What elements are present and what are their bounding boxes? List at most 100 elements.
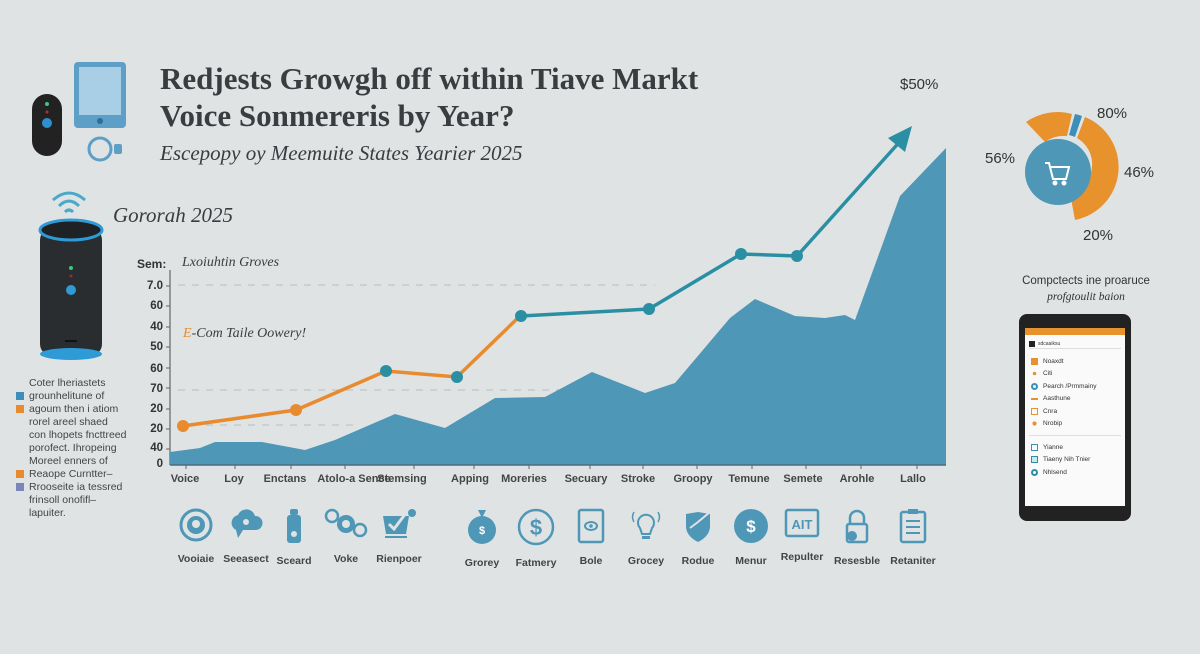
x-tick: Secuary (564, 473, 608, 485)
legend-row: porofect. Ihropeing (16, 442, 134, 455)
phone-caption-line-1: Compctects ine proaruce (1022, 275, 1150, 287)
clipboard-icon (899, 509, 927, 544)
phone-menu-item[interactable]: Nrobip (1025, 418, 1125, 431)
icon-item: Voke (316, 508, 376, 565)
menu-item-label: Noaxdt (1043, 357, 1064, 365)
market-area-series (170, 148, 946, 465)
legend-row: rorel areel shaed (16, 416, 134, 429)
legend-swatch-blue (16, 392, 24, 400)
gears-icon (324, 508, 368, 538)
phone-menu-item[interactable]: Citi (1025, 368, 1125, 381)
wifi-icon (52, 191, 86, 214)
x-tick: Stemsing (377, 473, 427, 485)
annotation-prefix: E (183, 326, 192, 341)
legend-text: agoum then i atiom (29, 403, 119, 415)
icon-label: Retaniter (890, 555, 936, 567)
phone-menu-item[interactable]: Tiaeny Nih Tnier (1025, 454, 1125, 467)
x-tick: Semete (783, 473, 823, 485)
phone-menu-item[interactable]: Aasthune (1025, 393, 1125, 406)
phone-screen: sdcaaiksu Noaxdt Citi Pearch /Prmmainy A… (1025, 328, 1125, 506)
legend-text: con lhopets fncttreed (29, 429, 127, 441)
y-axis-title: Sem: (137, 257, 167, 271)
dollar-circle-icon: $ (517, 508, 555, 546)
box-icon (1031, 407, 1038, 415)
image-icon (1031, 357, 1038, 365)
icon-label: Grorey (464, 557, 500, 569)
y-tick: 50 (150, 341, 163, 353)
circle-icon (1031, 468, 1038, 476)
donut-label-left: 56% (985, 150, 1016, 167)
x-tick: Lallo (900, 473, 926, 485)
image-icon (1031, 456, 1038, 464)
arrow-value-label: $50% (900, 76, 939, 93)
phone-menu-item[interactable]: Pearch /Prmmainy (1025, 380, 1125, 393)
phone-dropdown[interactable]: sdcaaiksu (1029, 339, 1121, 349)
title-line-1: Redjests Growgh off within Tiave Markt (160, 61, 699, 96)
x-tick: Moreries (501, 473, 547, 485)
money-bag-icon: $ (468, 510, 496, 544)
icon-label: Sceard (276, 555, 312, 567)
legend-row: Coter lheriastets (16, 377, 134, 390)
legend-text: lapuiter. (29, 507, 66, 519)
tablet-device-icon (74, 62, 126, 162)
dot-icon (1032, 372, 1037, 376)
donut-label-top: 80% (1097, 105, 1128, 122)
phone-menu-item[interactable]: Cnra (1025, 405, 1125, 418)
icon-item: Rodue (668, 508, 728, 567)
phone-caption: Compctects ine proaruce profgtoulit baio… (996, 273, 1176, 305)
legend-row: Moreel enners of (16, 455, 134, 468)
tablet-eye-icon (577, 508, 605, 544)
ecom-line-series (182, 314, 522, 428)
y-tick: 70 (150, 383, 163, 395)
icon-label: Rienpoer (376, 553, 422, 565)
smart-speaker-icon (38, 218, 104, 360)
lock-icon (845, 509, 869, 544)
menu-item-label: Yianne (1043, 443, 1063, 451)
legend-text: frinsoll onofifl– (29, 494, 97, 506)
menu-item-label: Pearch /Prmmainy (1043, 382, 1097, 390)
x-tick: Temune (728, 473, 770, 485)
monitor-icon (1031, 443, 1038, 451)
icon-item: $ Fatmery (506, 508, 566, 569)
phone-status-bar (1025, 328, 1125, 335)
icon-label: Bole (579, 555, 603, 567)
icon-label: Rodue (681, 555, 715, 567)
menu-item-label: Cnra (1043, 407, 1058, 415)
y-tick: 60 (150, 300, 163, 312)
phone-menu-item[interactable]: Nhlsend (1025, 466, 1125, 479)
x-tick: Apping (451, 473, 489, 485)
subtitle: Escepopy oy Meemuite States Yearier 2025 (160, 141, 523, 165)
annotation-text: -Com Taile Oowery! (191, 326, 307, 341)
icon-item: Retaniter (883, 508, 943, 567)
y-tick: 60 (150, 363, 163, 375)
svg-text:$: $ (479, 525, 485, 537)
circle-icon (1031, 382, 1038, 390)
icon-label: Vooiaie (177, 553, 215, 565)
legend-row: lapuiter. (16, 507, 134, 520)
shield-icon (686, 511, 711, 542)
legend-text: Coter lheriastets (29, 377, 106, 389)
y-tick: 40 (150, 442, 163, 454)
y-tick: 7.0 (147, 280, 163, 292)
phone-menu-item[interactable]: Yianne (1025, 441, 1125, 454)
page-title: Redjests Growgh off within Tiave Markt V… (160, 60, 698, 134)
ait-screen-icon: AIT (784, 508, 820, 538)
dropdown-value: sdcaaiksu (1038, 340, 1061, 347)
icon-item: Resesble (827, 508, 887, 567)
legend-row: Rrooseite ia tessred (16, 481, 134, 494)
icon-item: Rienpoer (369, 508, 429, 565)
icon-row: Vooiaie Seeasect Sceard Voke Rienpoer $ … (166, 508, 956, 569)
legend-text: rorel areel shaed (29, 416, 108, 428)
growth-line-series (520, 135, 906, 318)
x-tick: Arohle (839, 473, 875, 485)
menu-item-label: Nhlsend (1043, 468, 1067, 476)
icon-label: Seeasect (223, 553, 269, 565)
speaker-icon (179, 508, 213, 542)
phone-menu-item[interactable]: Noaxdt (1025, 355, 1125, 368)
title-line-2: Voice Sonmereris by Year? (160, 98, 515, 133)
dash-icon (1031, 397, 1038, 400)
legend: Coter lheriastets grounhelitune of agoum… (16, 377, 134, 520)
menu-item-label: Citi (1043, 370, 1053, 378)
donut-chart (1025, 112, 1119, 220)
